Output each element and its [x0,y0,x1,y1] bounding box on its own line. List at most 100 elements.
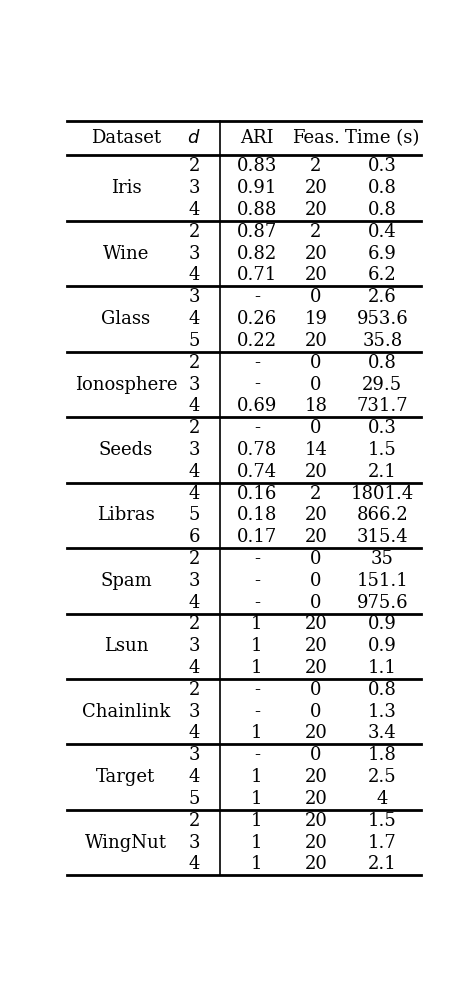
Text: 1.8: 1.8 [368,746,397,764]
Text: 20: 20 [305,790,327,808]
Text: 2: 2 [310,484,322,503]
Text: 2.6: 2.6 [368,288,397,307]
Text: 6: 6 [188,528,200,546]
Text: 0.8: 0.8 [368,201,397,219]
Text: 866.2: 866.2 [357,507,408,525]
Text: 5: 5 [188,332,200,350]
Text: Wine: Wine [103,245,149,262]
Text: 0.8: 0.8 [368,179,397,197]
Text: 0.3: 0.3 [368,158,397,176]
Text: 0: 0 [310,594,322,611]
Text: 2.5: 2.5 [368,768,397,786]
Text: 4: 4 [188,397,200,415]
Text: 1.7: 1.7 [368,833,397,852]
Text: 2: 2 [188,615,200,633]
Text: 1: 1 [251,768,263,786]
Text: 0.83: 0.83 [237,158,277,176]
Text: 3: 3 [188,441,200,458]
Text: 151.1: 151.1 [357,572,408,590]
Text: 2: 2 [188,419,200,437]
Text: 2: 2 [188,354,200,372]
Text: Feas.: Feas. [292,129,340,147]
Text: 3: 3 [188,376,200,393]
Text: 20: 20 [305,528,327,546]
Text: 2: 2 [310,223,322,241]
Text: 4: 4 [188,659,200,677]
Text: ARI: ARI [240,129,274,147]
Text: 20: 20 [305,637,327,656]
Text: 0.91: 0.91 [237,179,277,197]
Text: Target: Target [96,768,156,786]
Text: -: - [254,572,260,590]
Text: 0: 0 [310,354,322,372]
Text: 4: 4 [188,856,200,874]
Text: -: - [254,681,260,699]
Text: Time (s): Time (s) [345,129,419,147]
Text: 20: 20 [305,615,327,633]
Text: 0.71: 0.71 [237,266,277,284]
Text: -: - [254,376,260,393]
Text: 20: 20 [305,179,327,197]
Text: 0: 0 [310,703,322,721]
Text: 0.69: 0.69 [237,397,277,415]
Text: 1.5: 1.5 [368,441,397,458]
Text: 0.88: 0.88 [237,201,277,219]
Text: 0.18: 0.18 [237,507,277,525]
Text: 35.8: 35.8 [362,332,402,350]
Text: 4: 4 [188,201,200,219]
Text: -: - [254,288,260,307]
Text: 14: 14 [305,441,327,458]
Text: 3.4: 3.4 [368,725,397,742]
Text: -: - [254,354,260,372]
Text: 975.6: 975.6 [357,594,408,611]
Text: -: - [254,594,260,611]
Text: 1: 1 [251,856,263,874]
Text: 0.9: 0.9 [368,615,397,633]
Text: -: - [254,703,260,721]
Text: 1.1: 1.1 [368,659,397,677]
Text: 2: 2 [188,550,200,568]
Text: 20: 20 [305,768,327,786]
Text: 20: 20 [305,856,327,874]
Text: Chainlink: Chainlink [82,703,170,721]
Text: 20: 20 [305,266,327,284]
Text: 0: 0 [310,288,322,307]
Text: 1: 1 [251,811,263,830]
Text: 4: 4 [188,484,200,503]
Text: WingNut: WingNut [85,833,167,852]
Text: Lsun: Lsun [104,637,148,656]
Text: 731.7: 731.7 [357,397,408,415]
Text: 1: 1 [251,615,263,633]
Text: 4: 4 [188,310,200,328]
Text: 4: 4 [188,594,200,611]
Text: 20: 20 [305,833,327,852]
Text: 35: 35 [371,550,394,568]
Text: 1: 1 [251,725,263,742]
Text: 1.5: 1.5 [368,811,397,830]
Text: 3: 3 [188,637,200,656]
Text: 2: 2 [188,811,200,830]
Text: $d$: $d$ [188,129,201,147]
Text: 3: 3 [188,288,200,307]
Text: 20: 20 [305,811,327,830]
Text: -: - [254,550,260,568]
Text: 315.4: 315.4 [357,528,408,546]
Text: 3: 3 [188,746,200,764]
Text: 3: 3 [188,833,200,852]
Text: 0: 0 [310,746,322,764]
Text: 2.1: 2.1 [368,856,397,874]
Text: 0.78: 0.78 [237,441,277,458]
Text: 20: 20 [305,332,327,350]
Text: 18: 18 [304,397,327,415]
Text: -: - [254,746,260,764]
Text: 3: 3 [188,572,200,590]
Text: 6.9: 6.9 [368,245,397,262]
Text: 6.2: 6.2 [368,266,397,284]
Text: 5: 5 [188,790,200,808]
Text: 1: 1 [251,637,263,656]
Text: 2: 2 [310,158,322,176]
Text: 0.87: 0.87 [237,223,277,241]
Text: 2: 2 [188,681,200,699]
Text: 4: 4 [188,266,200,284]
Text: 4: 4 [188,725,200,742]
